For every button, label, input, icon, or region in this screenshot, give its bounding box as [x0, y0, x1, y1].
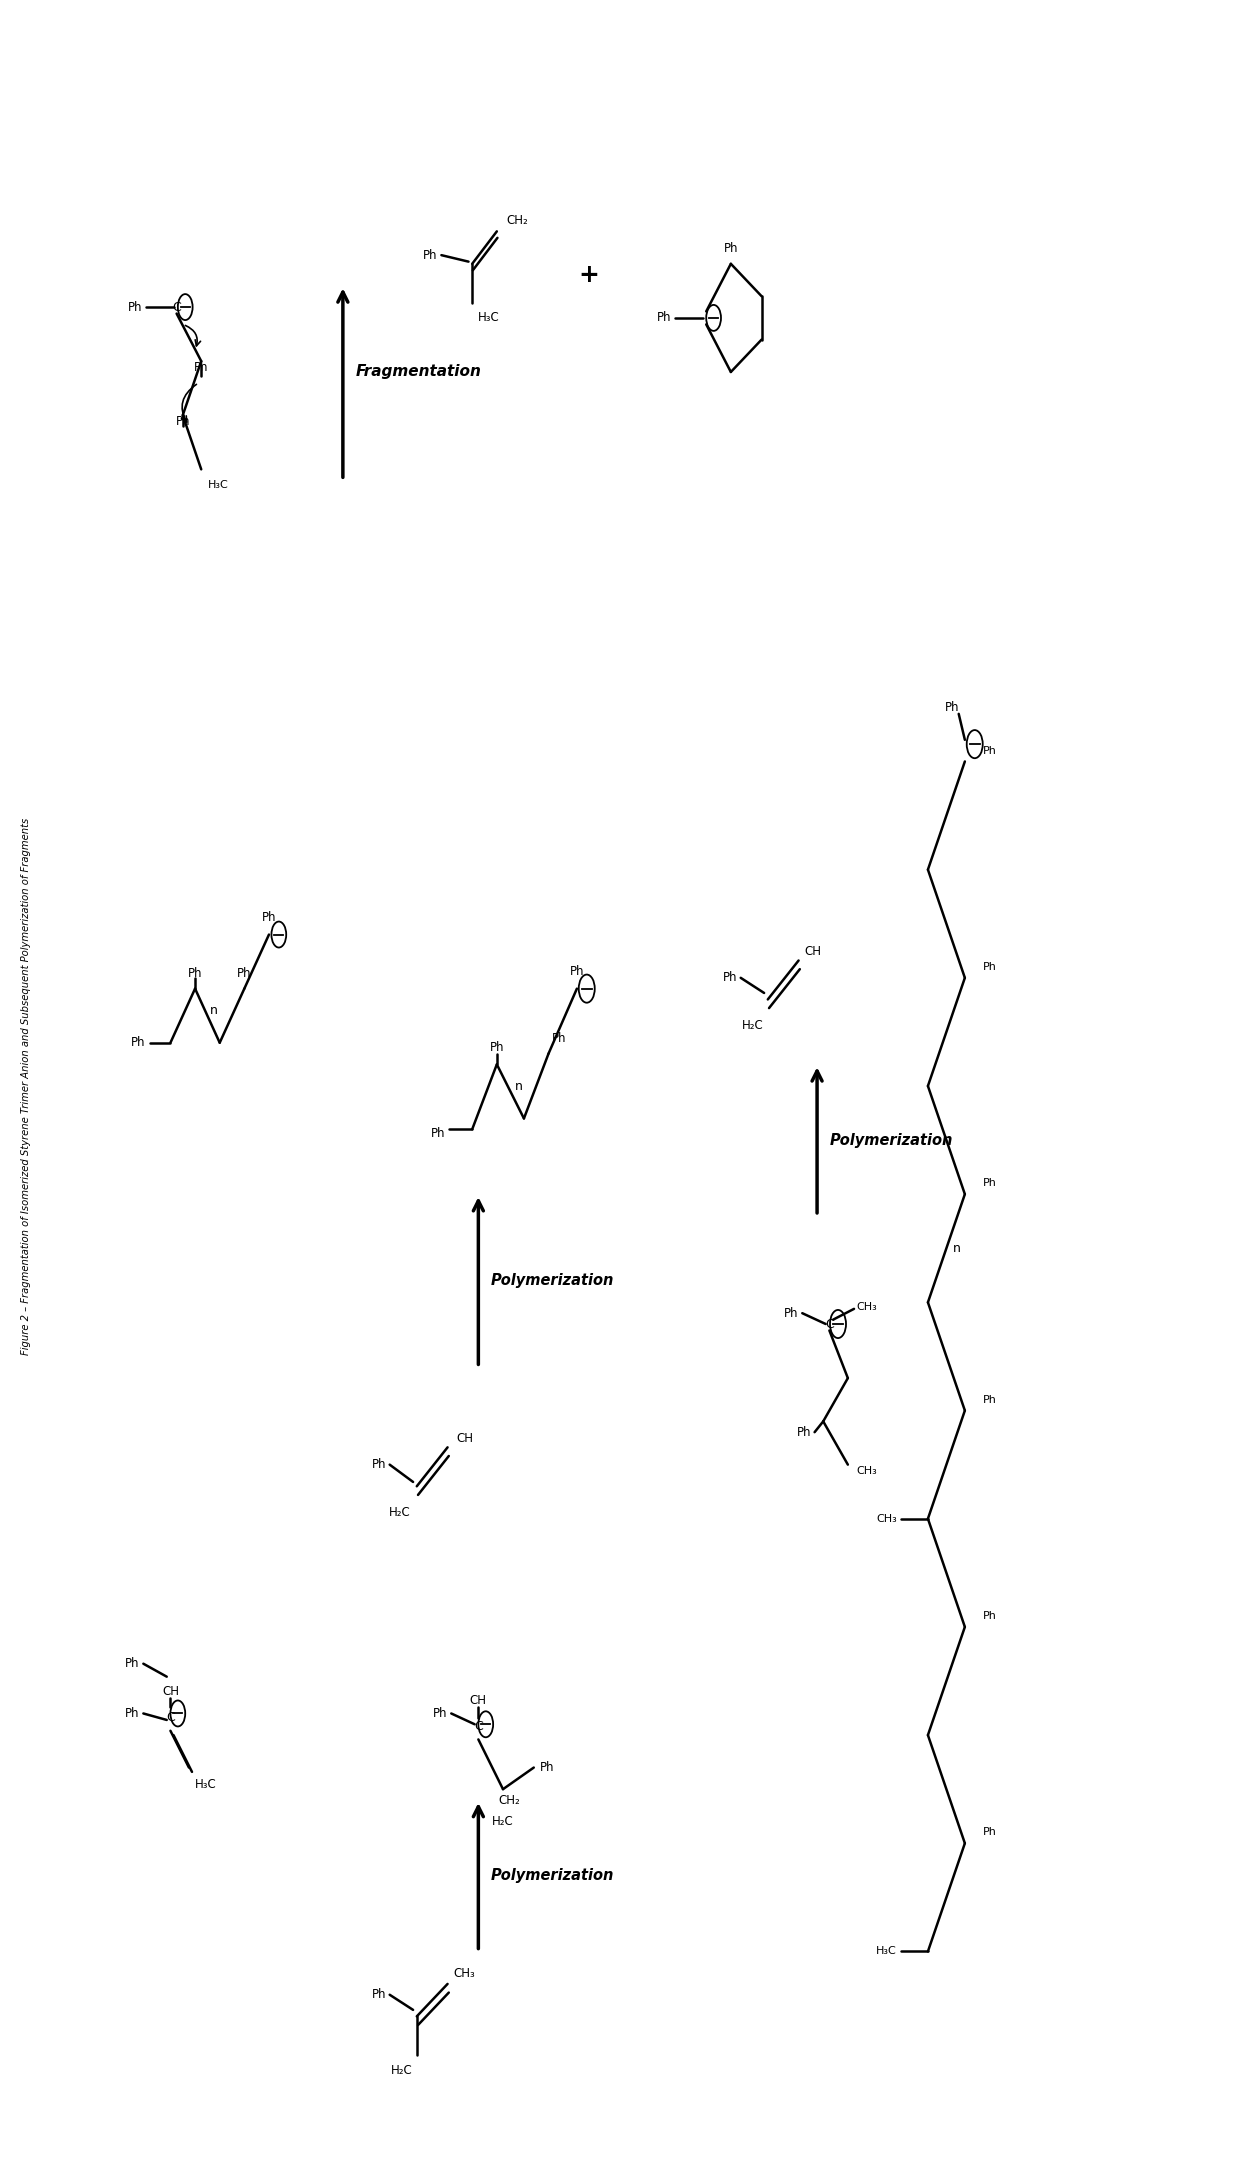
Text: Polymerization: Polymerization: [491, 1273, 614, 1288]
Text: Ph: Ph: [552, 1032, 567, 1045]
Text: Polymerization: Polymerization: [830, 1132, 952, 1147]
Text: Ph: Ph: [372, 1457, 386, 1470]
Text: CH₂: CH₂: [507, 215, 528, 228]
Text: Ph: Ph: [176, 415, 190, 428]
Text: Ph: Ph: [983, 1612, 997, 1620]
Text: n: n: [515, 1079, 523, 1093]
Text: Ph: Ph: [125, 1657, 140, 1670]
Text: Ph: Ph: [796, 1425, 811, 1438]
Text: Ph: Ph: [125, 1707, 140, 1720]
Text: n: n: [952, 1242, 961, 1255]
Text: C: C: [172, 300, 181, 313]
Text: Ph: Ph: [784, 1308, 799, 1321]
Text: H₃C: H₃C: [195, 1779, 217, 1792]
Text: Ph: Ph: [433, 1707, 448, 1720]
Text: C: C: [825, 1318, 833, 1331]
Text: H₃C: H₃C: [207, 480, 228, 489]
Text: Ph: Ph: [423, 248, 438, 261]
Text: H₃C: H₃C: [479, 311, 500, 324]
Text: CH: CH: [162, 1685, 179, 1699]
Text: H₂C: H₂C: [392, 2063, 413, 2076]
Text: CH: CH: [470, 1694, 487, 1707]
Text: H₂C: H₂C: [389, 1505, 410, 1518]
Text: Ph: Ph: [724, 241, 738, 254]
Text: CH₃: CH₃: [877, 1514, 897, 1525]
Text: Ph: Ph: [490, 1040, 505, 1053]
Text: Ph: Ph: [983, 1827, 997, 1838]
Text: Ph: Ph: [983, 962, 997, 973]
Text: Ph: Ph: [187, 967, 202, 980]
Text: Figure 2 – Fragmentation of Isomerized Styrene Trimer Anion and Subsequent Polym: Figure 2 – Fragmentation of Isomerized S…: [21, 817, 31, 1355]
Text: CH₃: CH₃: [454, 1966, 475, 1979]
Text: CH: CH: [805, 945, 822, 958]
Text: Ph: Ph: [430, 1127, 445, 1140]
Text: C: C: [474, 1720, 482, 1733]
Text: Ph: Ph: [539, 1761, 554, 1775]
Text: Ph: Ph: [237, 967, 252, 980]
Text: CH₂: CH₂: [498, 1794, 520, 1807]
Text: CH₃: CH₃: [857, 1466, 877, 1477]
Text: H₃C: H₃C: [877, 1946, 897, 1957]
Text: +: +: [579, 263, 600, 287]
Text: Ph: Ph: [128, 300, 143, 313]
FancyArrowPatch shape: [181, 384, 196, 421]
FancyArrowPatch shape: [185, 326, 201, 345]
Text: Ph: Ph: [193, 361, 208, 374]
Text: Ph: Ph: [372, 1987, 386, 2000]
Text: CH₃: CH₃: [857, 1301, 877, 1312]
Text: Ph: Ph: [983, 1179, 997, 1188]
Text: H₂C: H₂C: [743, 1019, 764, 1032]
Text: Ph: Ph: [723, 971, 737, 984]
Text: Ph: Ph: [945, 702, 960, 715]
Text: Ph: Ph: [983, 1394, 997, 1405]
Text: Ph: Ph: [657, 311, 672, 324]
Text: Ph: Ph: [569, 964, 584, 977]
Text: Fragmentation: Fragmentation: [355, 365, 481, 380]
Text: C: C: [166, 1712, 175, 1725]
Text: H₂C: H₂C: [492, 1816, 513, 1829]
Text: Polymerization: Polymerization: [491, 1868, 614, 1883]
Text: Ph: Ph: [131, 1036, 146, 1049]
Text: CH: CH: [456, 1431, 474, 1444]
Text: Ph: Ph: [983, 745, 997, 756]
Text: n: n: [210, 1003, 217, 1016]
Text: Ph: Ph: [262, 910, 277, 923]
